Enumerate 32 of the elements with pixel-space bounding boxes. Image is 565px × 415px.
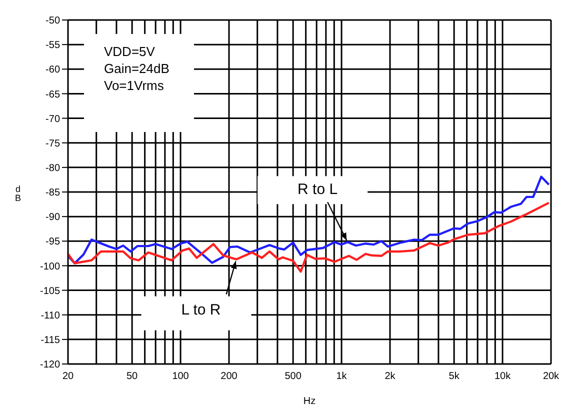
y-axis-title: dB: [14, 184, 22, 203]
y-tick-label: -75: [46, 138, 60, 150]
y-tick-label: -120: [40, 360, 60, 371]
y-tick-label: -80: [46, 162, 60, 174]
annotation: Vo=1Vrms: [104, 78, 164, 93]
x-tick-label: 10k: [494, 371, 512, 382]
y-tick-label: -100: [40, 261, 60, 272]
x-tick-label: 200: [220, 371, 238, 382]
x-tick-label: 20: [62, 371, 74, 382]
text: L to R: [181, 301, 221, 318]
y-tick-label: -85: [46, 188, 60, 199]
y-tick-label: -110: [40, 310, 60, 322]
y-tick-label: -90: [46, 212, 60, 224]
x-axis-title: Hz: [303, 396, 316, 407]
annotation: VDD=5V: [104, 44, 156, 59]
y-tick-label: -70: [46, 114, 60, 125]
y-tick-label: -115: [40, 334, 60, 346]
y-tick-label: -50: [46, 16, 60, 27]
x-tick-label: 2k: [384, 371, 396, 382]
x-tick-label: 5k: [448, 371, 460, 382]
y-tick-label: -105: [40, 286, 60, 297]
x-tick-label: 500: [284, 371, 302, 382]
x-tick-label: 1k: [336, 371, 348, 382]
text: R to L: [298, 181, 338, 198]
y-tick-label: -60: [46, 64, 60, 76]
y-tick-label: -65: [46, 89, 60, 100]
annotation: Gain=24dB: [104, 61, 170, 76]
y-tick-label: -55: [46, 40, 60, 52]
y-tick-label: -95: [46, 236, 60, 248]
x-tick-label: 100: [172, 371, 190, 382]
x-tick-label: 50: [126, 371, 138, 382]
x-tick-label: 20k: [542, 371, 560, 382]
